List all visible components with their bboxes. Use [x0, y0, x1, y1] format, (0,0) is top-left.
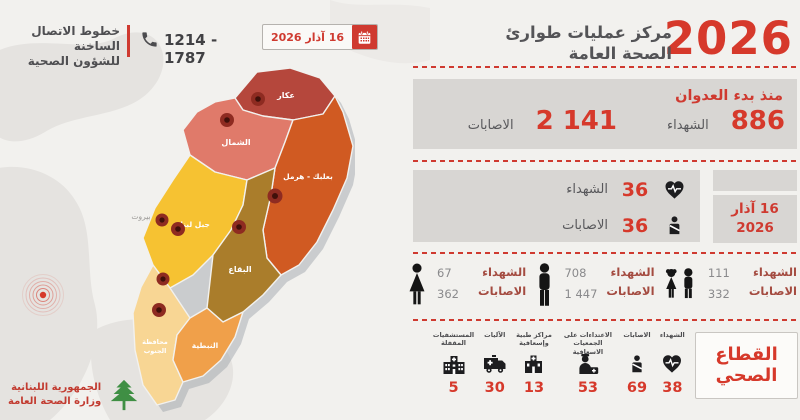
hospital-icon	[441, 350, 467, 378]
injured-person-icon	[627, 350, 647, 378]
daily-martyrs-row: 36 الشهداء	[413, 173, 700, 206]
demo-group-children: الشهداء الاصابات 111 332	[663, 261, 797, 317]
map-label-south-1: محافظة	[142, 338, 168, 346]
moph-logo-text: الجمهورية اللبنانية وزارة الصحة العامة	[8, 381, 102, 408]
lebanon-map: عكار الشمال بعلبك - هرمل جبل لبنان البقا…	[131, 67, 355, 412]
heart-pulse-icon	[662, 179, 686, 201]
since-aggression-panel: منذ بدء العدوان 886 الشهداء 2 141 الاصاب…	[413, 79, 797, 149]
map-label-north: الشمال	[221, 138, 250, 147]
children-icon	[663, 261, 699, 307]
demographics-row: الشهداء الاصابات 111 332	[406, 261, 797, 317]
hs-attacks-ems: الاعتداءات على الجمعيات الاسعافية 53	[563, 331, 613, 396]
year-heading: 2026	[663, 12, 793, 65]
map-region-south	[132, 264, 191, 406]
map-region-bekaa	[206, 167, 282, 323]
moph-logo: الجمهورية اللبنانية وزارة الصحة العامة	[8, 378, 141, 412]
man-icon	[534, 261, 555, 311]
map-label-beirut: بيروت	[131, 212, 150, 221]
dashed-divider	[413, 319, 797, 321]
health-sector-stats: الشهداء 38 الاصابات 69 الاعتداءات على الج…	[430, 331, 688, 399]
stat-injuries-total: 2 141 الاصابات	[467, 106, 617, 136]
map-region-nabatieh	[172, 307, 244, 383]
hs-martyrs: الشهداء 38	[659, 331, 685, 396]
injured-person-icon	[662, 215, 686, 237]
dashed-divider	[413, 252, 797, 254]
clinic-building-icon	[522, 350, 545, 378]
date-badge-text: 16 آذار 2026	[270, 30, 345, 44]
woman-icon	[406, 261, 428, 309]
map-label-bekaa: البقاع	[228, 265, 251, 274]
medic-icon	[576, 350, 600, 378]
map-region-mount-lebanon	[142, 154, 248, 289]
stat-martyrs-total: 886 الشهداء	[667, 106, 785, 136]
map-region-baalbek-hermel	[262, 95, 354, 276]
date-badge: 16 آذار 2026	[262, 24, 378, 50]
demo-group-women: الشهداء الاصابات 67 362	[406, 261, 526, 317]
hotline-numbers: 1214 - 1787	[164, 31, 218, 67]
calendar-icon	[352, 25, 377, 49]
map-region-akkar	[234, 67, 336, 121]
map-region-north	[182, 97, 294, 181]
hs-injuries: الاصابات 69	[623, 331, 651, 396]
ambulance-icon	[482, 350, 508, 378]
map-label-nabatieh: النبطية	[192, 341, 218, 350]
side-date-panel: 16 آذار 2026	[713, 195, 797, 243]
since-aggression-title: منذ بدء العدوان	[675, 88, 783, 104]
hs-closed-hospitals: المستشفيات المقفلة 5	[432, 331, 475, 396]
hs-medical-centers: مراكز طبية وإسعافية 13	[516, 331, 552, 396]
dashed-divider	[413, 66, 797, 68]
phone-icon	[142, 32, 157, 47]
page-title: مركز عمليات طوارئ الصحة العامة	[505, 23, 672, 63]
health-sector-title-box: القطاع الصحي	[695, 332, 798, 399]
daily-panel: 36 الشهداء 36 الاصابات	[413, 170, 700, 242]
hs-vehicles: الآليات 30	[480, 331, 509, 399]
divider	[127, 25, 130, 57]
epicenter-radar-icon	[22, 274, 64, 316]
map-shadow	[139, 75, 355, 412]
heart-pulse-icon	[660, 350, 684, 378]
map-label-akkar: عكار	[276, 91, 295, 100]
map-label-mount-lebanon: جبل لبنان	[174, 220, 210, 229]
map-label-south-2: الجنوب	[144, 347, 167, 355]
dashed-divider	[413, 160, 797, 162]
map-label-baalbek-hermel: بعلبك - هرمل	[283, 172, 333, 181]
daily-injuries-row: 36 الاصابات	[413, 209, 700, 242]
hotline-block: خطوط الاتصال الساخنة للشؤون الصحية 1214 …	[6, 24, 236, 68]
map-pins	[152, 92, 283, 317]
demo-group-men: الشهداء الاصابات 708 1 447	[534, 261, 655, 317]
hotline-label: خطوط الاتصال الساخنة للشؤون الصحية	[27, 24, 120, 68]
side-empty-panel	[713, 170, 797, 191]
cedar-tree-icon	[110, 379, 138, 411]
